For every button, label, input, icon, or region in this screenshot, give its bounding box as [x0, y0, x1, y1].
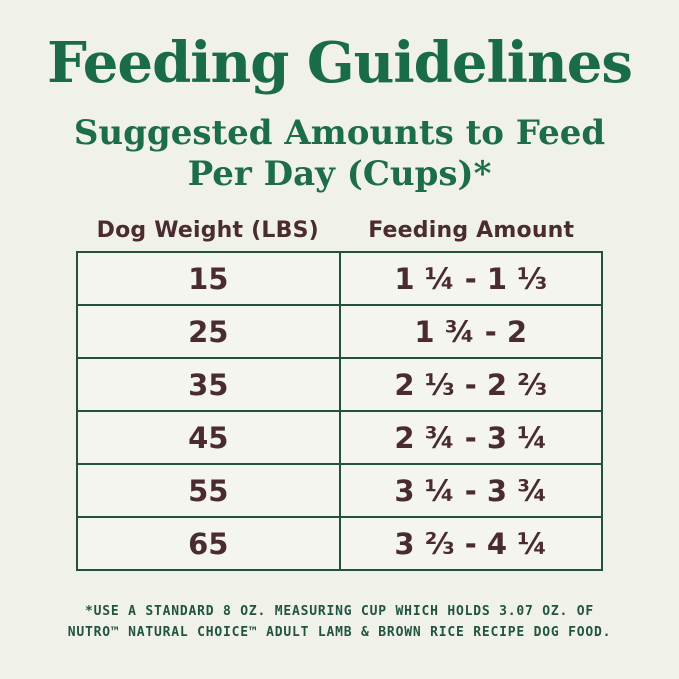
weight-cell: 15: [188, 261, 229, 296]
weight-cell: 55: [188, 473, 229, 508]
weight-cell: 25: [188, 314, 229, 349]
table-row: 35 2 ⅓ - 2 ⅔: [78, 357, 602, 411]
weight-cell: 45: [188, 420, 229, 455]
amount-cell: 2 ⅓ - 2 ⅔: [338, 359, 602, 411]
footnote: *USE A STANDARD 8 OZ. MEASURING CUP WHIC…: [0, 602, 679, 642]
subtitle-line-1: Suggested Amounts to Feed: [73, 112, 606, 153]
amount-cell: 3 ¼ - 3 ¾: [338, 465, 602, 517]
table-row: 55 3 ¼ - 3 ¾: [78, 463, 602, 517]
page-subtitle: Suggested Amounts to Feed Per Day (Cups)…: [0, 113, 679, 195]
feeding-table: Dog Weight (LBS) Feeding Amount 15 1 ¼ -…: [76, 218, 603, 572]
column-header-feeding-amount: Feeding Amount: [368, 218, 575, 244]
weight-cell: 35: [188, 367, 229, 402]
amount-cell: 3 ⅔ - 4 ¼: [338, 518, 602, 570]
table-row: 65 3 ⅔ - 4 ¼: [78, 516, 602, 570]
footnote-line-1: *USE A STANDARD 8 OZ. MEASURING CUP WHIC…: [85, 604, 594, 620]
table-header-row: Dog Weight (LBS) Feeding Amount: [76, 218, 603, 243]
amount-cell: 2 ¾ - 3 ¼: [338, 412, 602, 464]
table-body: 15 1 ¼ - 1 ⅓ 25 1 ¾ - 2 35 2 ⅓ - 2 ⅔ 45 …: [76, 251, 603, 572]
page-title: Feeding Guidelines: [47, 30, 633, 96]
subtitle-line-2: Per Day (Cups)*: [187, 153, 492, 194]
amount-cell: 1 ¾ - 2: [338, 306, 602, 358]
weight-cell: 65: [188, 526, 229, 561]
table-row: 25 1 ¾ - 2: [78, 304, 602, 358]
column-header-dog-weight: Dog Weight (LBS): [96, 218, 319, 244]
table-row: 45 2 ¾ - 3 ¼: [78, 410, 602, 464]
amount-cell: 1 ¼ - 1 ⅓: [338, 253, 602, 305]
footnote-line-2: NUTRO™ NATURAL CHOICE™ ADULT LAMB & BROW…: [67, 624, 612, 640]
table-row: 15 1 ¼ - 1 ⅓: [78, 253, 602, 305]
